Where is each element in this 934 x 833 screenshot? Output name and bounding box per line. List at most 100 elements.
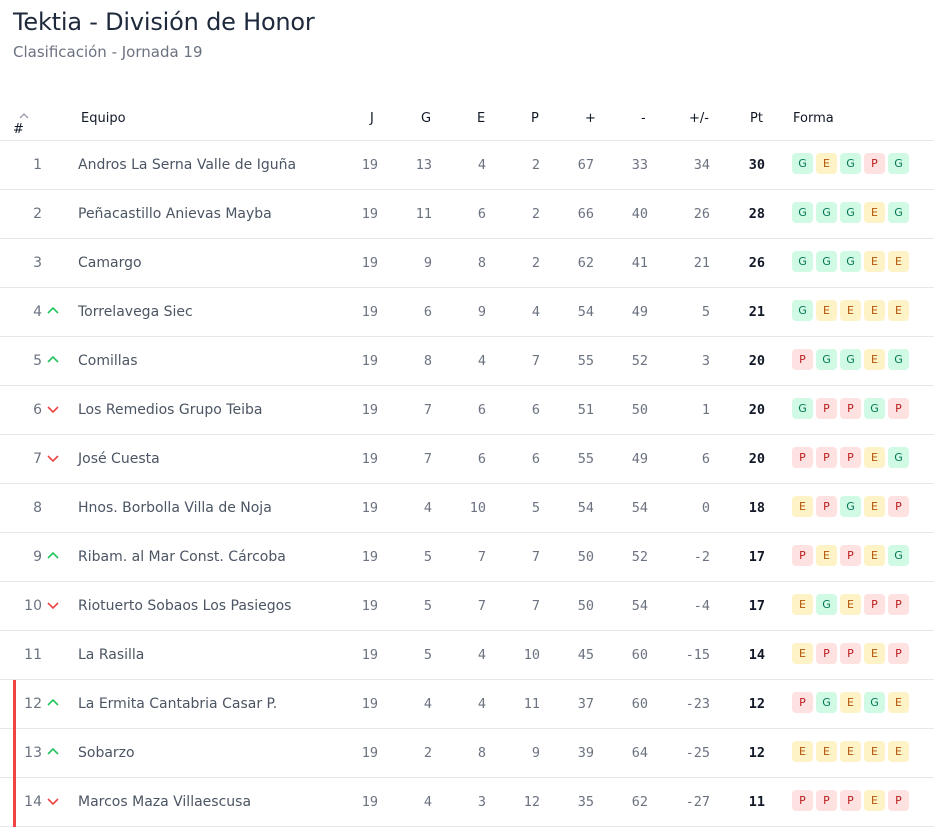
trend-down-icon (47, 406, 59, 414)
played-cell: 19 (361, 794, 378, 810)
column-header-team[interactable]: Equipo (81, 111, 126, 126)
form-badge: P (840, 545, 861, 566)
table-row[interactable]: 4 Torrelavega Siec 19 6 9 4 54 49 5 21 G E E E E (0, 288, 934, 337)
form-badge: G (792, 251, 813, 272)
form-badge: E (840, 300, 861, 321)
goals-for-cell: 35 (577, 794, 594, 810)
column-header-goals-against[interactable]: - (641, 111, 646, 126)
form-badge: G (888, 349, 909, 370)
column-header-drawn[interactable]: E (477, 111, 486, 126)
position-cell: 12 (24, 696, 42, 712)
drawn-cell: 3 (477, 794, 486, 810)
goals-against-cell: 64 (631, 745, 648, 761)
goal-difference-cell: -15 (685, 647, 710, 663)
goals-against-cell: 49 (631, 304, 648, 320)
goals-against-cell: 41 (631, 255, 648, 271)
team-name[interactable]: Peñacastillo Anievas Mayba (78, 206, 272, 222)
drawn-cell: 7 (477, 598, 486, 614)
page-title: Tektia - División de Honor (13, 8, 315, 36)
team-name[interactable]: Los Remedios Grupo Teiba (78, 402, 263, 418)
position-cell: 2 (33, 206, 42, 222)
goal-difference-cell: 6 (701, 451, 710, 467)
table-row[interactable]: 3 Camargo 19 9 8 2 62 41 21 26 G G G E E (0, 239, 934, 288)
form-badge: G (840, 153, 861, 174)
lost-cell: 4 (531, 304, 540, 320)
form-badge: E (816, 545, 837, 566)
team-name[interactable]: Riotuerto Sobaos Los Pasiegos (78, 598, 292, 614)
goal-difference-cell: 26 (693, 206, 710, 222)
lost-cell: 7 (531, 549, 540, 565)
form-badge: P (888, 594, 909, 615)
position-cell: 5 (33, 353, 42, 369)
column-header-played[interactable]: J (370, 111, 374, 126)
played-cell: 19 (361, 696, 378, 712)
position-cell: 10 (24, 598, 42, 614)
column-header-goals-for[interactable]: + (585, 111, 596, 126)
points-cell: 12 (748, 745, 765, 761)
table-row[interactable]: 11 La Rasilla 19 5 4 10 45 60 -15 14 E P P E P (0, 631, 934, 680)
form-badge: P (840, 643, 861, 664)
position-cell: 13 (24, 745, 42, 761)
table-row[interactable]: 2 Peñacastillo Anievas Mayba 19 11 6 2 66 40 26 2… (0, 190, 934, 239)
drawn-cell: 4 (477, 696, 486, 712)
goals-against-cell: 54 (631, 598, 648, 614)
team-name[interactable]: Camargo (78, 255, 142, 271)
team-name[interactable]: La Rasilla (78, 647, 145, 663)
trend-up-icon (47, 698, 59, 706)
team-name[interactable]: Torrelavega Siec (78, 304, 193, 320)
team-name[interactable]: La Ermita Cantabria Casar P. (78, 696, 278, 712)
drawn-cell: 4 (477, 353, 486, 369)
played-cell: 19 (361, 549, 378, 565)
column-header-form[interactable]: Forma (793, 111, 834, 126)
team-name[interactable]: Andros La Serna Valle de Iguña (78, 157, 297, 173)
table-row[interactable]: 6 Los Remedios Grupo Teiba 19 7 6 6 51 50 1 20 G P P… (0, 386, 934, 435)
form-badge: G (816, 202, 837, 223)
column-header-points[interactable]: Pt (750, 111, 763, 126)
column-header-goal-difference[interactable]: +/- (689, 111, 709, 126)
drawn-cell: 6 (477, 402, 486, 418)
goal-difference-cell: 21 (693, 255, 710, 271)
position-cell: 9 (33, 549, 42, 565)
table-row[interactable]: 1 Andros La Serna Valle de Iguña 19 13 4 2 67 3… (0, 141, 934, 190)
points-cell: 18 (748, 500, 765, 516)
goals-against-cell: 50 (631, 402, 648, 418)
goal-difference-cell: -25 (685, 745, 710, 761)
column-header-lost[interactable]: P (531, 111, 539, 126)
points-cell: 17 (748, 598, 765, 614)
table-row[interactable]: 13 Sobarzo 19 2 8 9 39 64 -25 12 E E E E E (0, 729, 934, 778)
table-row[interactable]: 9 Ribam. al Mar Const. Cárcoba 19 5 7 7 50 52 -2… (0, 533, 934, 582)
drawn-cell: 6 (477, 206, 486, 222)
won-cell: 4 (423, 696, 432, 712)
played-cell: 19 (361, 206, 378, 222)
chevron-up-icon[interactable] (18, 111, 30, 121)
form-badge: E (864, 545, 885, 566)
goals-for-cell: 66 (577, 206, 594, 222)
form-badge: P (816, 447, 837, 468)
table-row[interactable]: 12 La Ermita Cantabria Casar P. 19 4 4 11 37 60… (0, 680, 934, 729)
column-header-position[interactable]: # (13, 111, 30, 137)
team-name[interactable]: Ribam. al Mar Const. Cárcoba (78, 549, 286, 565)
team-name[interactable]: Sobarzo (78, 745, 135, 761)
table-row[interactable]: 14 Marcos Maza Villaescusa 19 4 3 12 35 62 -27 11… (0, 778, 934, 827)
won-cell: 5 (423, 647, 432, 663)
table-row[interactable]: 10 Riotuerto Sobaos Los Pasiegos 19 5 7 7 50 54… (0, 582, 934, 631)
goal-difference-cell: 5 (701, 304, 710, 320)
position-cell: 11 (24, 647, 42, 663)
table-row[interactable]: 7 José Cuesta 19 7 6 6 55 49 6 20 P P P E G (0, 435, 934, 484)
table-row[interactable]: 5 Comillas 19 8 4 7 55 52 3 20 P G G E G (0, 337, 934, 386)
standings-table-body: 1 Andros La Serna Valle de Iguña 19 13 4 2 67 3… (0, 141, 934, 827)
form-badge: E (864, 251, 885, 272)
team-name[interactable]: Marcos Maza Villaescusa (78, 794, 252, 810)
table-row[interactable]: 8 Hnos. Borbolla Villa de Noja 19 4 10 5 54 54 0… (0, 484, 934, 533)
team-name[interactable]: Comillas (78, 353, 138, 369)
team-name[interactable]: Hnos. Borbolla Villa de Noja (78, 500, 272, 516)
won-cell: 7 (423, 402, 432, 418)
column-header-won[interactable]: G (421, 111, 432, 126)
won-cell: 6 (423, 304, 432, 320)
team-name[interactable]: José Cuesta (78, 451, 160, 467)
form-badge: G (816, 692, 837, 713)
form-badge: E (864, 300, 885, 321)
form-badge: P (792, 692, 813, 713)
